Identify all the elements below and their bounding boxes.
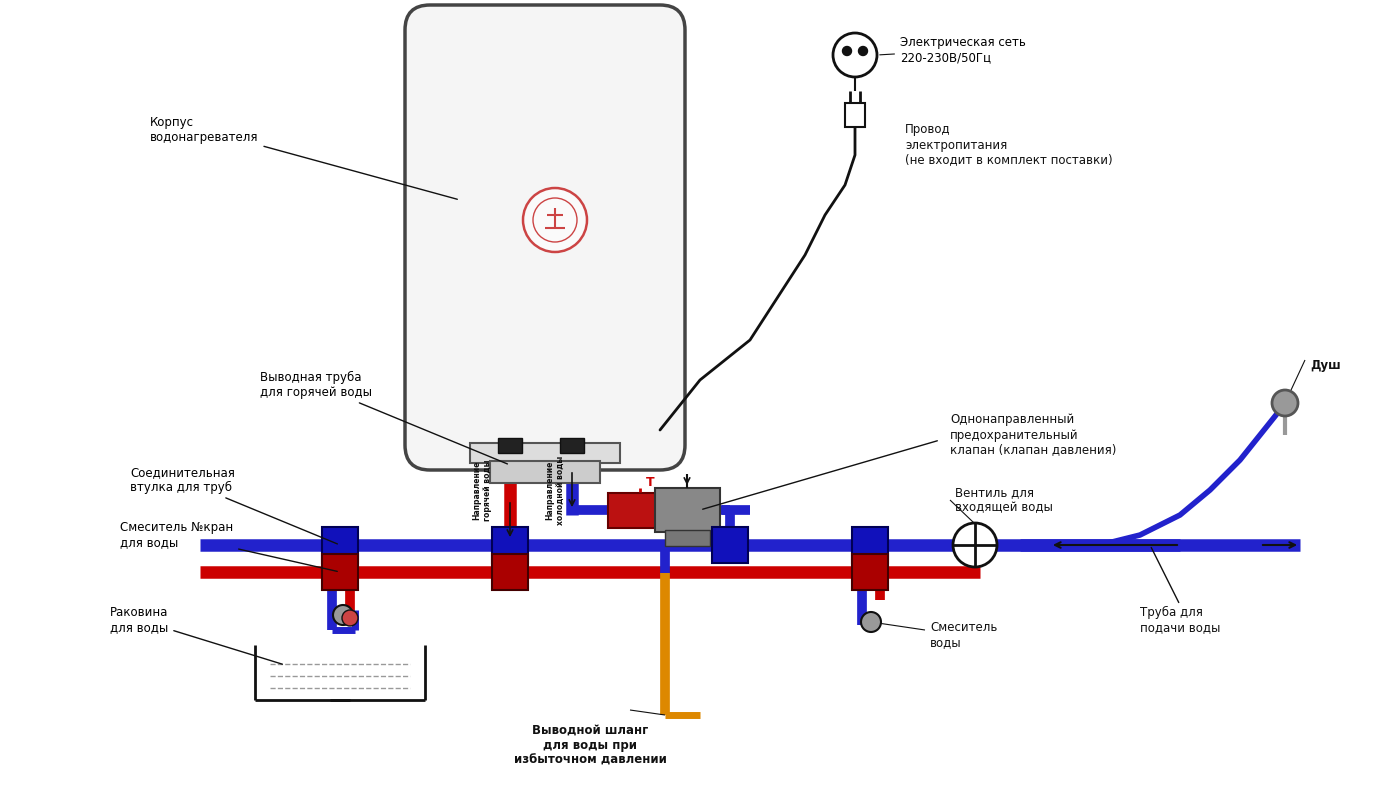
Bar — [608, 493, 693, 528]
Text: Труба для
подачи воды: Труба для подачи воды — [1140, 606, 1221, 634]
Bar — [471, 443, 620, 463]
Text: Душ: Душ — [1311, 358, 1341, 371]
Text: Выводной шланг
для воды при
избыточном давлении: Выводной шланг для воды при избыточном д… — [513, 723, 667, 766]
Bar — [491, 527, 529, 563]
Circle shape — [843, 46, 851, 55]
Circle shape — [533, 198, 577, 242]
Bar — [655, 488, 720, 532]
Text: T: T — [646, 475, 655, 489]
Text: Смеситель №кран
для воды: Смеситель №кран для воды — [120, 521, 338, 571]
Circle shape — [523, 188, 587, 252]
Text: Выводная труба
для горячей воды: Выводная труба для горячей воды — [260, 371, 508, 464]
Bar — [853, 527, 889, 563]
Bar — [322, 527, 358, 563]
Circle shape — [858, 46, 868, 55]
Bar — [490, 461, 601, 483]
Circle shape — [1272, 390, 1298, 416]
Bar — [711, 527, 747, 563]
Text: Направление
холодной воды: Направление холодной воды — [545, 455, 565, 525]
Bar — [846, 103, 865, 127]
Text: Корпус
водонагревателя: Корпус водонагревателя — [149, 116, 457, 199]
Text: Вентиль для
входящей воды: Вентиль для входящей воды — [955, 486, 1053, 514]
Text: Электрическая сеть
220-230В/50Гц: Электрическая сеть 220-230В/50Гц — [880, 36, 1026, 64]
Circle shape — [833, 33, 877, 77]
Bar — [491, 554, 529, 590]
Text: Раковина
для воды: Раковина для воды — [109, 606, 282, 664]
Circle shape — [954, 523, 996, 567]
Circle shape — [342, 610, 358, 626]
Bar — [322, 554, 358, 590]
Bar — [853, 554, 889, 590]
Text: Смеситель
воды: Смеситель воды — [930, 621, 998, 649]
Circle shape — [861, 612, 882, 632]
Text: Направление
горячей воды: Направление горячей воды — [472, 459, 491, 521]
Text: Однонаправленный
предохранительный
клапан (клапан давления): Однонаправленный предохранительный клапа… — [949, 414, 1117, 457]
Bar — [561, 438, 584, 453]
Bar — [664, 530, 710, 546]
Circle shape — [334, 605, 353, 625]
Text: Соединительная
втулка для труб: Соединительная втулка для труб — [130, 466, 338, 544]
Text: Провод
электропитания
(не входит в комплект поставки): Провод электропитания (не входит в компл… — [905, 123, 1113, 166]
Bar — [498, 438, 522, 453]
FancyBboxPatch shape — [406, 5, 685, 470]
